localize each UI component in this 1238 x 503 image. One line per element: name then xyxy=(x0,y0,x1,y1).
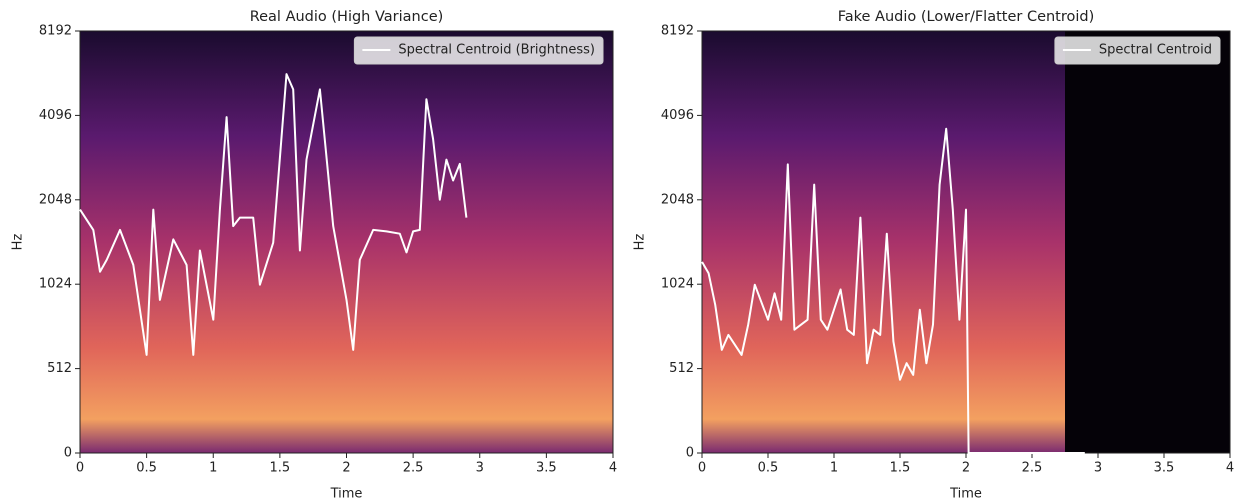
x-tick-label: 4 xyxy=(1226,461,1234,476)
panel-backgrounds xyxy=(80,31,1230,453)
y-tick-label: 512 xyxy=(669,361,694,376)
x-tick-label: 3.5 xyxy=(1154,461,1175,476)
legend-label: Spectral Centroid (Brightness) xyxy=(398,43,595,58)
y-tick-label: 4096 xyxy=(661,108,694,123)
x-tick-label: 2.5 xyxy=(1022,461,1043,476)
legend: Spectral Centroid xyxy=(1054,36,1221,65)
y-tick-label: 512 xyxy=(47,361,72,376)
spectrogram xyxy=(80,31,613,453)
centroid-line xyxy=(701,127,1085,454)
x-tick-label: 0.5 xyxy=(758,461,779,476)
x-tick-label: 1.5 xyxy=(890,461,911,476)
legend-box xyxy=(353,36,604,65)
y-tick-label: 1024 xyxy=(661,277,694,292)
legend-label: Spectral Centroid xyxy=(1099,43,1212,58)
chart-title: Fake Audio (Lower/Flatter Centroid) xyxy=(838,9,1095,25)
y-tick-label: 1024 xyxy=(39,277,72,292)
y-tick-label: 8192 xyxy=(661,24,694,39)
chart-title: Real Audio (High Variance) xyxy=(250,9,444,25)
x-tick-label: 2 xyxy=(962,461,970,476)
x-tick-label: 2.5 xyxy=(403,461,424,476)
y-tick-label: 4096 xyxy=(39,108,72,123)
x-tick-label: 3.5 xyxy=(536,461,557,476)
x-tick-label: 0 xyxy=(698,461,706,476)
y-tick-label: 8192 xyxy=(39,24,72,39)
y-tick-label: 2048 xyxy=(39,192,72,207)
legend-box xyxy=(1054,36,1221,65)
x-tick-label: 0.5 xyxy=(136,461,157,476)
x-tick-label: 1 xyxy=(209,461,217,476)
x-tick-label: 4 xyxy=(609,461,617,476)
x-tick-label: 1 xyxy=(830,461,838,476)
spectrogram-silence xyxy=(1065,31,1230,453)
x-axis-label: Time xyxy=(949,487,982,502)
x-tick-label: 1.5 xyxy=(270,461,291,476)
x-tick-label: 3 xyxy=(476,461,484,476)
x-tick-label: 2 xyxy=(342,461,350,476)
x-tick-label: 0 xyxy=(76,461,84,476)
y-axis-label: Hz xyxy=(633,234,648,251)
y-axis-label: Hz xyxy=(11,234,26,251)
y-tick-label: 2048 xyxy=(661,192,694,207)
x-axis-label: Time xyxy=(330,487,363,502)
x-tick-label: 3 xyxy=(1094,461,1102,476)
y-tick-label: 0 xyxy=(686,446,694,461)
y-tick-label: 0 xyxy=(64,446,72,461)
legend: Spectral Centroid (Brightness) xyxy=(353,36,604,65)
centroid-line xyxy=(79,73,468,356)
